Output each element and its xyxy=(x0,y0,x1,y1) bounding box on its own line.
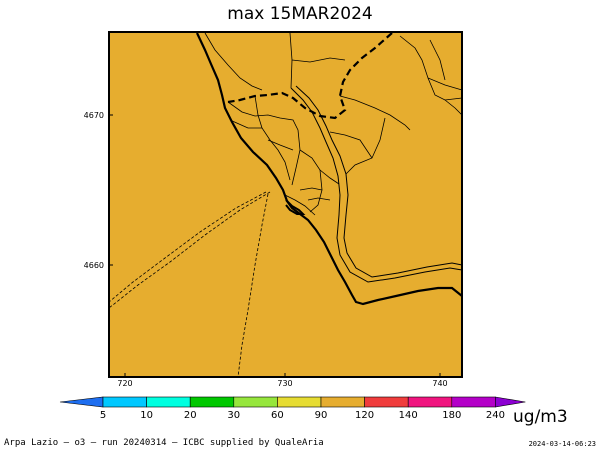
colorbar-swatch xyxy=(146,396,191,408)
colorbar-label: 20 xyxy=(184,410,197,421)
city-cluster xyxy=(285,199,306,215)
axis-ticks xyxy=(109,114,441,377)
colorbar-swatch xyxy=(364,396,409,408)
x-tick-label: 720 xyxy=(117,379,132,388)
x-tick-label: 740 xyxy=(432,379,447,388)
colorbar-label: 240 xyxy=(486,410,505,421)
colorbar-label: 10 xyxy=(140,410,153,421)
colorbar-label: 140 xyxy=(399,410,418,421)
footer-caption: Arpa Lazio — o3 — run 20240314 — ICBC su… xyxy=(4,438,324,448)
colorbar-label: 90 xyxy=(315,410,328,421)
colorbar-swatch xyxy=(233,396,278,408)
colorbar-swatch xyxy=(320,396,365,408)
colorbar-swatch xyxy=(189,396,235,408)
regional-boundary xyxy=(227,32,393,120)
colorbar-swatch xyxy=(102,396,147,408)
concentration-field xyxy=(108,31,463,378)
river xyxy=(290,87,463,283)
river xyxy=(295,85,463,278)
colorbar-swatch xyxy=(407,396,453,408)
colorbar-swatch xyxy=(277,396,322,408)
y-tick-label: 4670 xyxy=(84,111,104,120)
municipal-boundaries xyxy=(204,32,463,216)
colorbar-label: 60 xyxy=(271,410,284,421)
colorbar: 5 10 20 30 60 90 120 140 180 240 xyxy=(59,396,526,421)
y-tick-label: 4660 xyxy=(84,261,104,270)
footer-timestamp: 2024-03-14-06:23 xyxy=(528,440,596,448)
colorbar-label: 30 xyxy=(227,410,240,421)
x-tick-label: 730 xyxy=(277,379,292,388)
colorbar-arrow-low xyxy=(59,396,104,408)
coastline xyxy=(196,32,463,306)
colorbar-units: ug/m3 xyxy=(513,407,568,427)
shipping-routes xyxy=(108,191,271,378)
colorbar-label: 120 xyxy=(355,410,374,421)
colorbar-label: 5 xyxy=(100,410,106,421)
colorbar-swatch xyxy=(451,396,496,408)
map-title: max 15MAR2024 xyxy=(227,4,373,24)
colorbar-label: 180 xyxy=(442,410,461,421)
colorbar-arrow-high xyxy=(495,396,526,408)
